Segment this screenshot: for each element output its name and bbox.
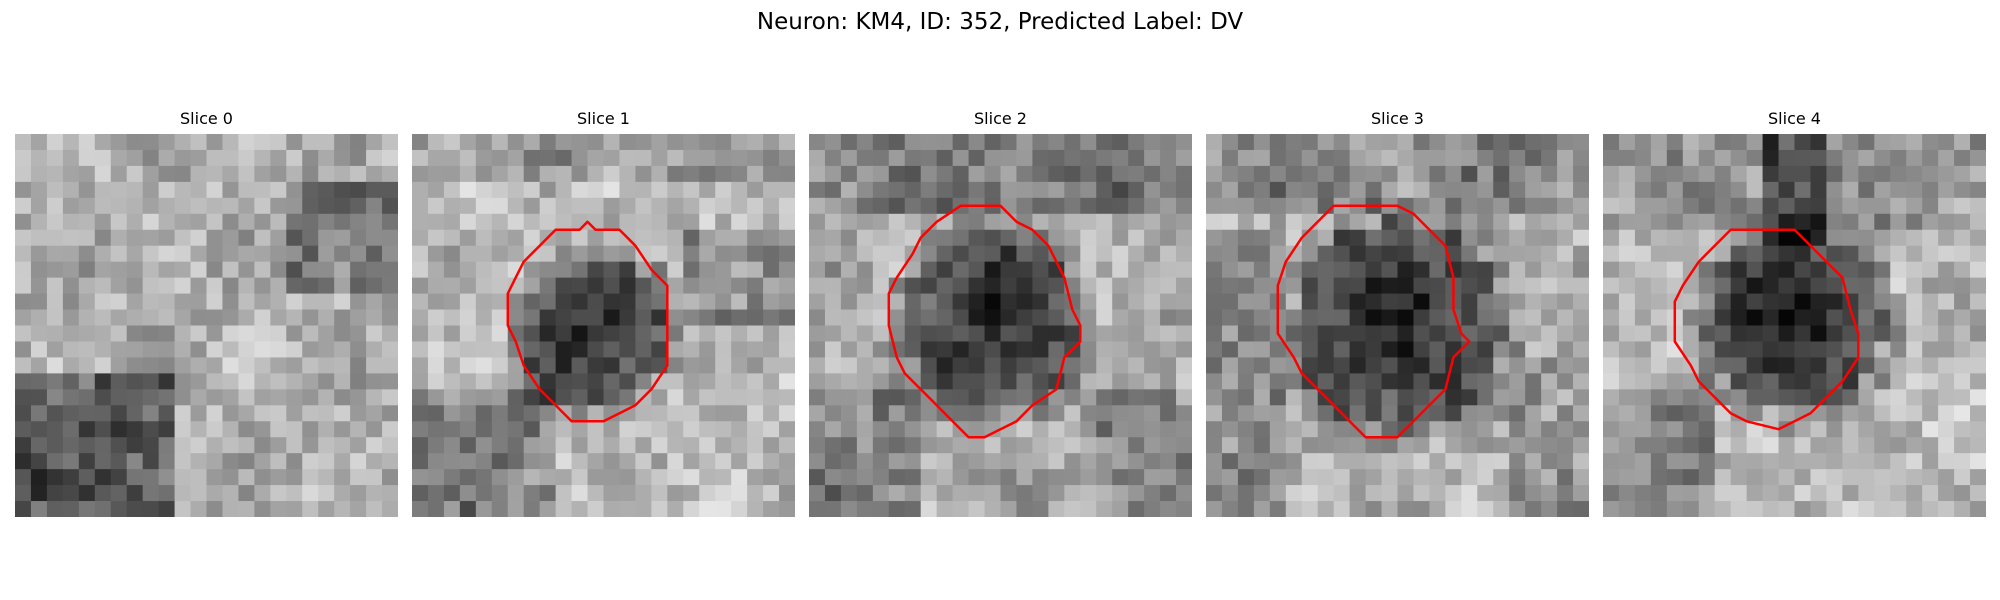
slice-panel-0: Slice 0 — [15, 108, 398, 517]
neuron-contour — [887, 204, 1082, 439]
neuron-contour — [506, 220, 669, 423]
slice-title: Slice 3 — [1371, 109, 1424, 128]
neuron-contour — [1673, 228, 1860, 431]
slice-title: Slice 1 — [577, 109, 630, 128]
figure-title: Neuron: KM4, ID: 352, Predicted Label: D… — [756, 9, 1244, 35]
pixel-grid — [809, 134, 1192, 517]
pixel-grid — [1603, 134, 1986, 517]
slice-title: Slice 0 — [180, 109, 233, 128]
slice-panel-4: Slice 4 — [1603, 108, 1986, 517]
slice-panel-2: Slice 2 — [809, 108, 1192, 517]
slice-image-3 — [1206, 134, 1589, 517]
slice-image-4 — [1603, 134, 1986, 517]
slice-panel-3: Slice 3 — [1206, 108, 1589, 517]
slice-panel-1: Slice 1 — [412, 108, 795, 517]
slice-title: Slice 4 — [1768, 109, 1821, 128]
slice-image-2 — [809, 134, 1192, 517]
neuron-contour — [1276, 204, 1471, 439]
pixel-grid — [15, 134, 398, 517]
slice-title: Slice 2 — [974, 109, 1027, 128]
slice-image-0 — [15, 134, 398, 517]
pixel-grid — [412, 134, 795, 517]
pixel-grid — [1206, 134, 1589, 517]
slice-image-1 — [412, 134, 795, 517]
